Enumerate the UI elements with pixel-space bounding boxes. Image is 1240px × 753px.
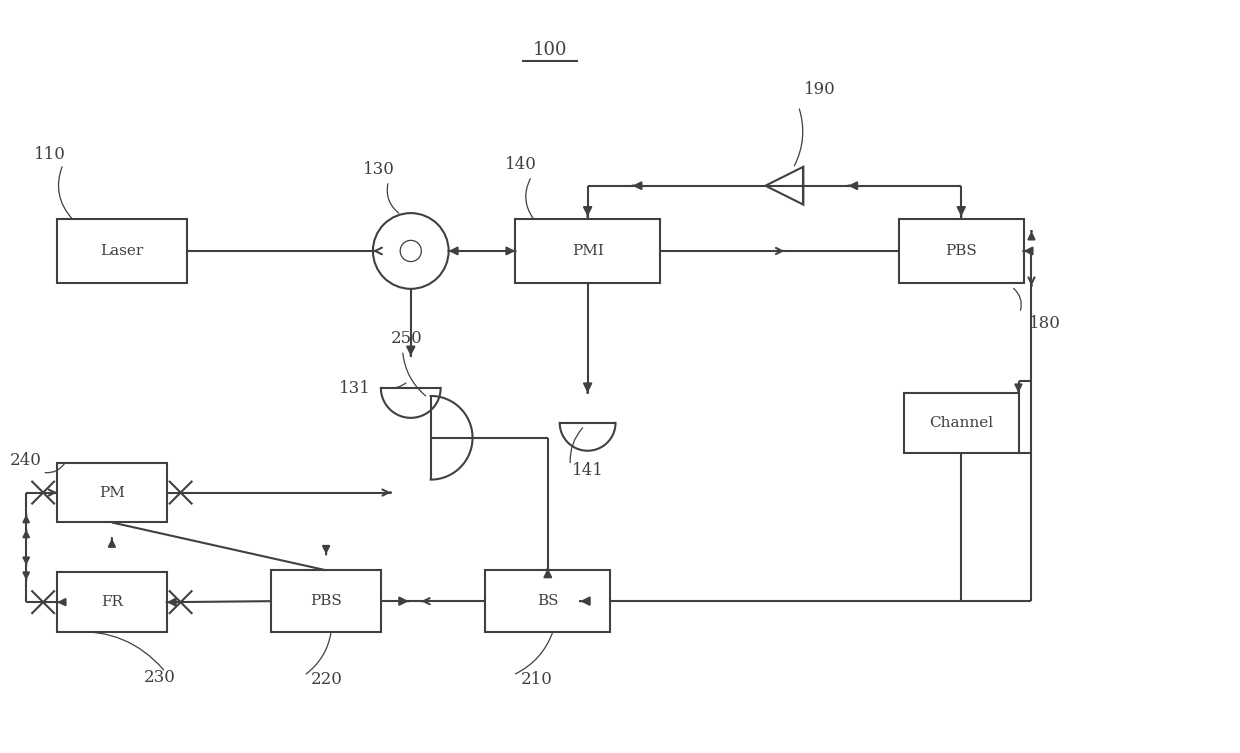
FancyBboxPatch shape	[899, 218, 1023, 283]
Text: PMI: PMI	[572, 244, 604, 258]
Text: 110: 110	[35, 146, 66, 163]
Text: 230: 230	[144, 669, 176, 686]
Text: 240: 240	[10, 452, 42, 468]
Text: 180: 180	[1028, 316, 1060, 332]
Text: 140: 140	[506, 156, 537, 172]
Text: 250: 250	[391, 330, 423, 347]
Text: PBS: PBS	[310, 594, 342, 608]
Text: 190: 190	[805, 81, 836, 98]
Text: Channel: Channel	[929, 416, 993, 430]
Polygon shape	[765, 166, 804, 205]
Text: PBS: PBS	[945, 244, 977, 258]
Text: 210: 210	[521, 671, 552, 687]
FancyBboxPatch shape	[57, 462, 166, 523]
FancyBboxPatch shape	[516, 218, 660, 283]
FancyBboxPatch shape	[57, 572, 166, 632]
Text: BS: BS	[537, 594, 558, 608]
FancyBboxPatch shape	[486, 570, 610, 632]
Text: FR: FR	[100, 595, 123, 609]
FancyBboxPatch shape	[272, 570, 381, 632]
Text: 220: 220	[311, 671, 343, 687]
Text: 130: 130	[363, 160, 394, 178]
Text: PM: PM	[99, 486, 125, 499]
Text: Laser: Laser	[100, 244, 144, 258]
Text: 141: 141	[572, 462, 604, 479]
Text: 131: 131	[339, 380, 371, 397]
Text: 100: 100	[533, 41, 568, 59]
FancyBboxPatch shape	[904, 393, 1018, 453]
FancyBboxPatch shape	[57, 218, 186, 283]
